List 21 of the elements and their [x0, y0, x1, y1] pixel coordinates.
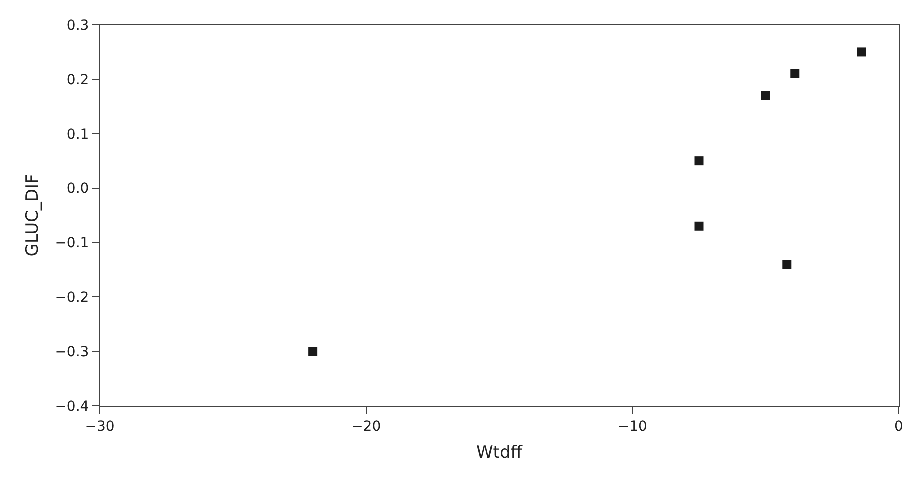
y-axis-title: GLUC_DIF — [22, 174, 43, 257]
y-tick-label: −0.3 — [55, 344, 90, 360]
x-tick-label: −30 — [85, 418, 115, 435]
y-tick-label: 0.2 — [66, 72, 90, 88]
y-tick-label: −0.1 — [55, 236, 90, 252]
point — [782, 260, 792, 269]
y-tick-label: 0.0 — [66, 181, 90, 198]
x-tick-label: 0 — [894, 418, 904, 435]
point — [761, 91, 770, 100]
point — [694, 222, 704, 231]
y-tick-label: 0.3 — [66, 18, 90, 34]
x-axis-title: Wtdff — [476, 443, 524, 464]
x-tick-label: −10 — [618, 418, 648, 435]
point — [694, 156, 704, 166]
point — [308, 347, 318, 356]
y-tick-label: −0.2 — [55, 290, 90, 306]
y-tick-label: 0.1 — [66, 126, 90, 143]
x-tick-label: −20 — [352, 418, 382, 435]
point — [790, 69, 800, 78]
point — [857, 48, 866, 57]
y-tick-label: −0.4 — [55, 398, 90, 415]
